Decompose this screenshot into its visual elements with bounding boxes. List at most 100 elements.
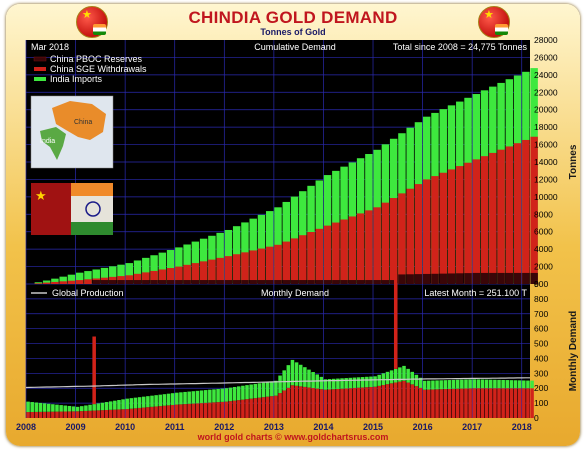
monthly-china-bar xyxy=(51,411,55,418)
monthly-india-bar xyxy=(241,385,245,400)
axis-ticks: 0200040006000800010000120001400016000180… xyxy=(16,35,558,432)
monthly-india-bar xyxy=(125,398,129,410)
sge-cumulative-bar xyxy=(51,281,59,284)
pboc-cumulative-bar xyxy=(282,280,290,284)
monthly-china-bar xyxy=(385,384,390,418)
monthly-india-bar xyxy=(493,379,497,389)
sge-cumulative-bar xyxy=(117,276,125,284)
x-tick-label: 2015 xyxy=(363,422,383,432)
pboc-cumulative-bar xyxy=(315,280,324,284)
pboc-cumulative-bar xyxy=(472,272,481,284)
monthly-china-bar xyxy=(360,387,365,418)
monthly-india-bar xyxy=(129,398,134,409)
monthly-india-bar xyxy=(327,379,332,390)
x-tick-label: 2014 xyxy=(313,422,333,432)
monthly-india-bar xyxy=(75,406,80,412)
x-tick-label: 2017 xyxy=(462,422,482,432)
monthly-china-bar xyxy=(290,385,295,418)
legend-label-pboc: China PBOC Reserves xyxy=(50,54,143,64)
sge-cumulative-bar xyxy=(232,254,241,284)
monthly-china-bar xyxy=(88,410,92,418)
sge-cumulative-bar xyxy=(257,248,266,284)
map-label-china: China xyxy=(74,119,92,126)
monthly-china-bar xyxy=(336,388,340,418)
pboc-cumulative-bar xyxy=(365,280,373,284)
monthly-china-bar xyxy=(311,388,315,418)
pboc-cumulative-bar xyxy=(513,272,522,284)
monthly-china-bar xyxy=(488,388,493,418)
monthly-india-bar xyxy=(113,400,117,410)
pboc-cumulative-bar xyxy=(125,280,134,284)
monthly-india-bar xyxy=(104,402,109,410)
sge-cumulative-bar xyxy=(489,152,497,284)
monthly-china-bar xyxy=(381,385,386,418)
monthly-india-bar xyxy=(323,379,328,390)
monthly-china-bar xyxy=(340,388,344,418)
legend-swatch-india xyxy=(34,77,46,81)
sge-cumulative-bar xyxy=(175,266,183,284)
pboc-cumulative-bar xyxy=(257,280,266,284)
y-tick-label-bottom: 400 xyxy=(534,353,548,363)
monthly-india-bar xyxy=(398,367,402,382)
y-tick-label-top: 8000 xyxy=(534,209,553,219)
monthly-india-bar xyxy=(253,383,258,399)
monthly-india-bar xyxy=(108,401,113,410)
legend-label-india: India Imports xyxy=(50,74,103,84)
map-label-india: India xyxy=(40,138,55,145)
monthly-china-bar xyxy=(501,388,505,418)
pboc-cumulative-bar xyxy=(439,273,447,284)
monthly-india-bar xyxy=(501,379,505,389)
monthly-india-bar xyxy=(220,388,224,402)
india-flag-icon xyxy=(93,24,106,35)
monthly-india-bar xyxy=(530,380,534,389)
sge-cumulative-bar xyxy=(84,279,92,284)
x-tick-label: 2012 xyxy=(214,422,234,432)
monthly-india-bar xyxy=(162,394,167,406)
india-cumulative-bar xyxy=(175,247,183,284)
pboc-cumulative-bar xyxy=(216,280,224,284)
china-india-map-image: China India xyxy=(30,95,114,169)
india-cumulative-bar xyxy=(158,252,167,284)
monthly-india-bar xyxy=(270,381,274,397)
monthly-china-bar xyxy=(75,411,80,418)
monthly-india-bar xyxy=(369,376,373,387)
monthly-india-bar xyxy=(121,399,125,410)
monthly-china-bar xyxy=(298,386,303,418)
monthly-china-bar xyxy=(133,408,138,418)
india-cumulative-bar xyxy=(133,260,142,284)
pboc-cumulative-bar xyxy=(142,280,150,284)
x-tick-label: 2008 xyxy=(16,422,36,432)
pboc-cumulative-bar xyxy=(530,272,538,284)
pboc-cumulative-bar xyxy=(373,280,381,284)
monthly-india-bar xyxy=(51,404,55,412)
monthly-china-bar xyxy=(472,388,476,418)
pboc-cumulative-bar xyxy=(464,273,472,284)
monthly-china-bar xyxy=(447,388,452,418)
monthly-india-bar xyxy=(431,380,435,390)
monthly-india-bar xyxy=(509,380,514,389)
monthly-china-bar xyxy=(187,403,191,418)
sge-cumulative-bar xyxy=(191,263,200,284)
monthly-china-bar xyxy=(63,411,68,418)
monthly-india-bar xyxy=(67,405,72,412)
pboc-cumulative-bar xyxy=(224,280,233,284)
sge-cumulative-bar xyxy=(497,149,505,284)
x-tick-label: 2013 xyxy=(264,422,284,432)
sge-cumulative-bar xyxy=(249,250,257,284)
pboc-cumulative-bar xyxy=(274,280,282,284)
monthly-india-bar xyxy=(117,400,121,410)
y-tick-label-top: 6000 xyxy=(534,227,553,237)
india-cumulative-bar xyxy=(109,266,117,284)
monthly-india-bar xyxy=(141,396,146,408)
monthly-india-bar xyxy=(385,371,390,385)
pboc-cumulative-bar xyxy=(92,280,100,284)
monthly-india-bar xyxy=(402,365,406,381)
monthly-china-bar xyxy=(261,397,266,418)
pboc-cumulative-bar xyxy=(133,280,142,284)
pboc-cumulative-bar xyxy=(109,280,117,284)
india-cumulative-bar xyxy=(67,274,76,284)
india-cumulative-bar xyxy=(59,276,67,284)
monthly-china-bar xyxy=(398,381,402,418)
monthly-india-bar xyxy=(526,380,530,389)
monthly-china-bar xyxy=(414,386,419,418)
